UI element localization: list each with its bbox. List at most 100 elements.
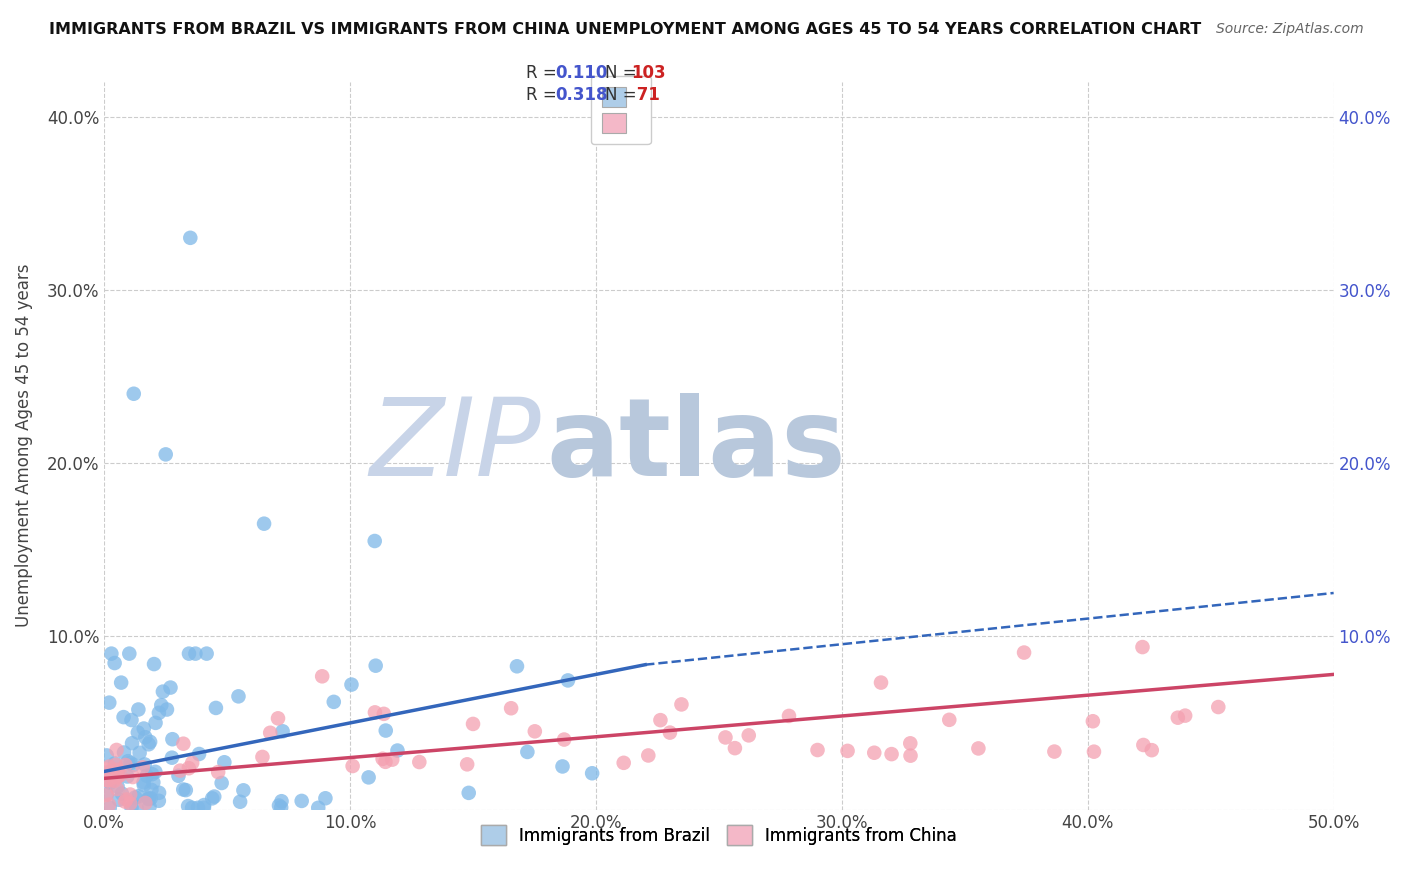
Point [98, 801, 121, 815]
Point [104, 656, 127, 670]
Point [128, 789, 150, 804]
Point [117, 754, 139, 768]
Point [557, 673, 579, 688]
Point [138, 799, 160, 814]
Point [172, 737, 194, 751]
Point [523, 724, 546, 739]
Point [1132, 640, 1154, 654]
Point [202, 789, 225, 804]
Point [135, 769, 157, 783]
Point [863, 746, 886, 760]
Point [506, 659, 529, 673]
Point [98, 797, 121, 812]
Point [738, 728, 761, 742]
Point [114, 795, 136, 809]
Point [181, 801, 204, 815]
Point [104, 756, 127, 771]
Point [110, 768, 132, 782]
Point [259, 725, 281, 739]
Point [112, 710, 135, 724]
Point [124, 790, 146, 805]
Point [270, 794, 292, 808]
Point [121, 800, 143, 814]
Point [114, 758, 136, 772]
Point [128, 746, 150, 760]
Text: N =: N = [605, 87, 641, 104]
Point [187, 801, 209, 815]
Point [138, 737, 160, 751]
Y-axis label: Unemployment Among Ages 45 to 54 years: Unemployment Among Ages 45 to 54 years [15, 264, 32, 627]
Point [501, 701, 523, 715]
Point [148, 706, 170, 720]
Point [188, 747, 211, 761]
Point [1132, 738, 1154, 752]
Point [148, 794, 170, 808]
Point [120, 797, 142, 811]
Point [1206, 700, 1229, 714]
Point [291, 794, 314, 808]
Text: IMMIGRANTS FROM BRAZIL VS IMMIGRANTS FROM CHINA UNEMPLOYMENT AMONG AGES 45 TO 54: IMMIGRANTS FROM BRAZIL VS IMMIGRANTS FRO… [49, 22, 1202, 37]
Text: 0.110: 0.110 [555, 64, 607, 82]
Point [177, 647, 200, 661]
Text: N =: N = [605, 64, 641, 82]
Legend: Immigrants from Brazil, Immigrants from China: Immigrants from Brazil, Immigrants from … [474, 819, 963, 852]
Point [136, 792, 159, 806]
Point [115, 792, 138, 806]
Point [267, 798, 290, 813]
Point [658, 725, 681, 739]
Point [155, 447, 177, 461]
Point [229, 795, 252, 809]
Point [581, 766, 603, 780]
Point [671, 698, 693, 712]
Point [105, 782, 128, 797]
Point [650, 713, 672, 727]
Point [637, 748, 659, 763]
Point [148, 786, 170, 800]
Point [169, 764, 191, 778]
Point [181, 756, 204, 770]
Point [121, 713, 143, 727]
Point [364, 658, 387, 673]
Point [322, 695, 344, 709]
Point [107, 768, 129, 782]
Point [373, 706, 395, 721]
Point [162, 732, 184, 747]
Text: 103: 103 [631, 64, 666, 82]
Point [553, 732, 575, 747]
Point [132, 775, 155, 789]
Point [108, 793, 131, 807]
Point [381, 753, 404, 767]
Point [228, 690, 250, 704]
Point [105, 771, 128, 785]
Point [938, 713, 960, 727]
Point [142, 775, 165, 789]
Point [374, 755, 396, 769]
Point [172, 782, 194, 797]
Point [387, 743, 409, 757]
Point [160, 750, 183, 764]
Point [127, 702, 149, 716]
Point [357, 770, 380, 784]
Point [105, 763, 128, 777]
Point [1081, 714, 1104, 729]
Point [103, 773, 125, 788]
Point [1174, 708, 1197, 723]
Point [461, 717, 484, 731]
Point [107, 780, 129, 794]
Point [724, 741, 747, 756]
Point [120, 788, 142, 802]
Point [177, 799, 200, 814]
Point [1140, 743, 1163, 757]
Point [364, 534, 387, 549]
Point [121, 770, 143, 784]
Point [98, 759, 121, 773]
Text: R =: R = [526, 64, 562, 82]
Point [457, 786, 479, 800]
Text: 0.318: 0.318 [555, 87, 607, 104]
Point [408, 755, 430, 769]
Point [96, 788, 118, 802]
Point [232, 783, 254, 797]
Point [96, 748, 118, 763]
Point [374, 723, 396, 738]
Point [96, 787, 118, 801]
